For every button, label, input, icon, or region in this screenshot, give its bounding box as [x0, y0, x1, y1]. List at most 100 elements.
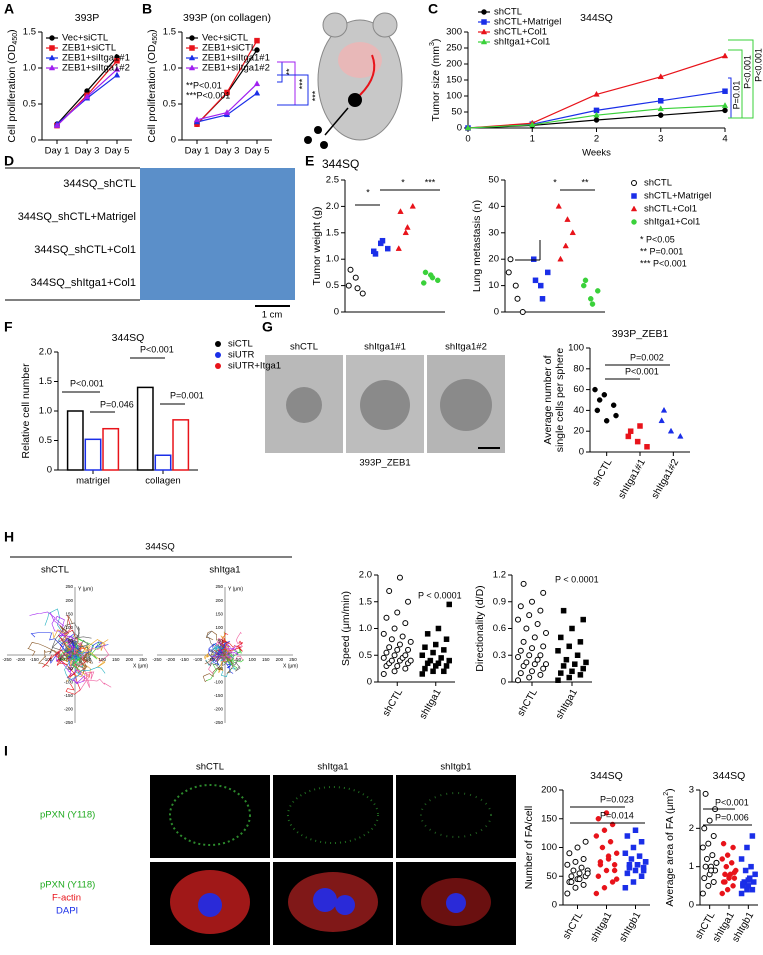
annotation: * P<0.05 [640, 234, 675, 244]
y-tick-label: 60 [573, 384, 584, 395]
track-tick-label: -50 [216, 666, 223, 671]
data-point [531, 256, 537, 262]
panel-label: G [262, 319, 273, 335]
data-point [526, 674, 533, 681]
data-point [706, 817, 713, 824]
data-point [584, 870, 591, 877]
data-point [738, 890, 745, 897]
data-point [721, 52, 729, 59]
y-tick-label: 1.0 [163, 63, 176, 74]
data-point [595, 816, 602, 822]
data-point [607, 839, 614, 845]
data-point [566, 850, 573, 857]
y-label-part: 450 [152, 33, 159, 45]
data-point [529, 668, 535, 675]
track-tick-label: 50 [68, 639, 74, 644]
x-tick-label: Day 3 [75, 146, 100, 157]
panel-label: A [4, 1, 14, 17]
data-point [638, 839, 645, 845]
annotation: P=0.046 [100, 399, 134, 409]
y-tick-label: 0.5 [359, 650, 372, 661]
column-label: shCTL [290, 342, 318, 353]
x-tick-label: 1 [530, 134, 535, 145]
data-point [657, 105, 664, 112]
y-label-part: Cell proliferation (OD [6, 44, 18, 142]
row-label: DAPI [56, 906, 78, 917]
x-tick-label: 0 [465, 134, 470, 145]
y-tick-label: 2.0 [359, 570, 372, 581]
legend-label: shCTL [644, 178, 672, 189]
data-point [402, 229, 409, 236]
data-point [540, 665, 547, 672]
data-point [543, 629, 549, 636]
legend-marker [481, 19, 487, 25]
data-point [701, 825, 708, 832]
data-point [705, 882, 712, 889]
y-label-part: Relative cell number [20, 363, 32, 459]
data-point [702, 790, 709, 797]
panel-label: I [4, 743, 8, 759]
data-point [719, 890, 725, 897]
data-point [603, 810, 610, 816]
data-point [539, 296, 546, 302]
data-point [430, 668, 436, 675]
data-point [532, 277, 539, 284]
y-tick-label: 50 [451, 107, 462, 118]
data-point [658, 417, 665, 424]
legend-marker [480, 28, 488, 35]
cell-track [66, 637, 94, 664]
data-point [750, 879, 757, 885]
data-point [578, 864, 585, 871]
data-point [701, 875, 708, 882]
y-tick-label: 0.5 [23, 99, 36, 110]
cell-track [205, 654, 229, 667]
data-point [630, 879, 637, 885]
cell-track [74, 639, 109, 656]
chart-title: 344SQ [112, 332, 145, 344]
y-axis-label: Cell proliferation (OD450) [6, 29, 20, 142]
data-point [603, 418, 610, 424]
cell-track [59, 615, 76, 656]
data-point [569, 668, 575, 675]
y-tick-label: 1.5 [359, 596, 372, 607]
cell-track [59, 633, 83, 658]
data-point [517, 647, 524, 654]
legend-marker [188, 54, 196, 61]
data-point [593, 111, 600, 118]
column-label: shItgb1 [440, 762, 471, 773]
legend-marker [480, 38, 488, 45]
panel-label: B [142, 1, 152, 17]
data-point [543, 661, 549, 668]
cell-track [212, 643, 234, 659]
data-point [405, 646, 412, 653]
data-point [742, 867, 749, 874]
data-point [422, 665, 428, 672]
data-point [745, 877, 752, 883]
bracket [728, 39, 754, 119]
annotation: P=0.002 [630, 352, 664, 362]
data-point [636, 853, 643, 859]
data-point [555, 677, 561, 683]
y-label-part: ) [430, 39, 442, 43]
track-tick-label: 200 [215, 598, 223, 603]
annotation: * [553, 177, 557, 187]
y-axis-label: Average area of FA (μm2) [663, 788, 675, 906]
bar [84, 438, 102, 471]
y-axis-label: Relative cell number [20, 363, 32, 459]
data-point [611, 862, 618, 868]
data-point [574, 652, 581, 658]
data-point [642, 859, 649, 865]
caption: 393P_ZEB1 [359, 458, 410, 469]
y-tick-label: 150 [446, 75, 462, 86]
track-tick-label: 150 [112, 657, 120, 662]
legend-marker [48, 64, 56, 71]
data-point [223, 109, 231, 115]
track-tick-label: -250 [214, 720, 224, 725]
data-point [637, 423, 643, 429]
annotation: P<0.001 [70, 378, 104, 388]
annotation: ** P=0.001 [640, 246, 683, 256]
row-label: 344SQ_shItga1+Col1 [31, 277, 137, 289]
data-point [719, 856, 725, 862]
y-tick-label: 0 [31, 135, 36, 146]
y-tick-label: 20 [488, 254, 499, 265]
